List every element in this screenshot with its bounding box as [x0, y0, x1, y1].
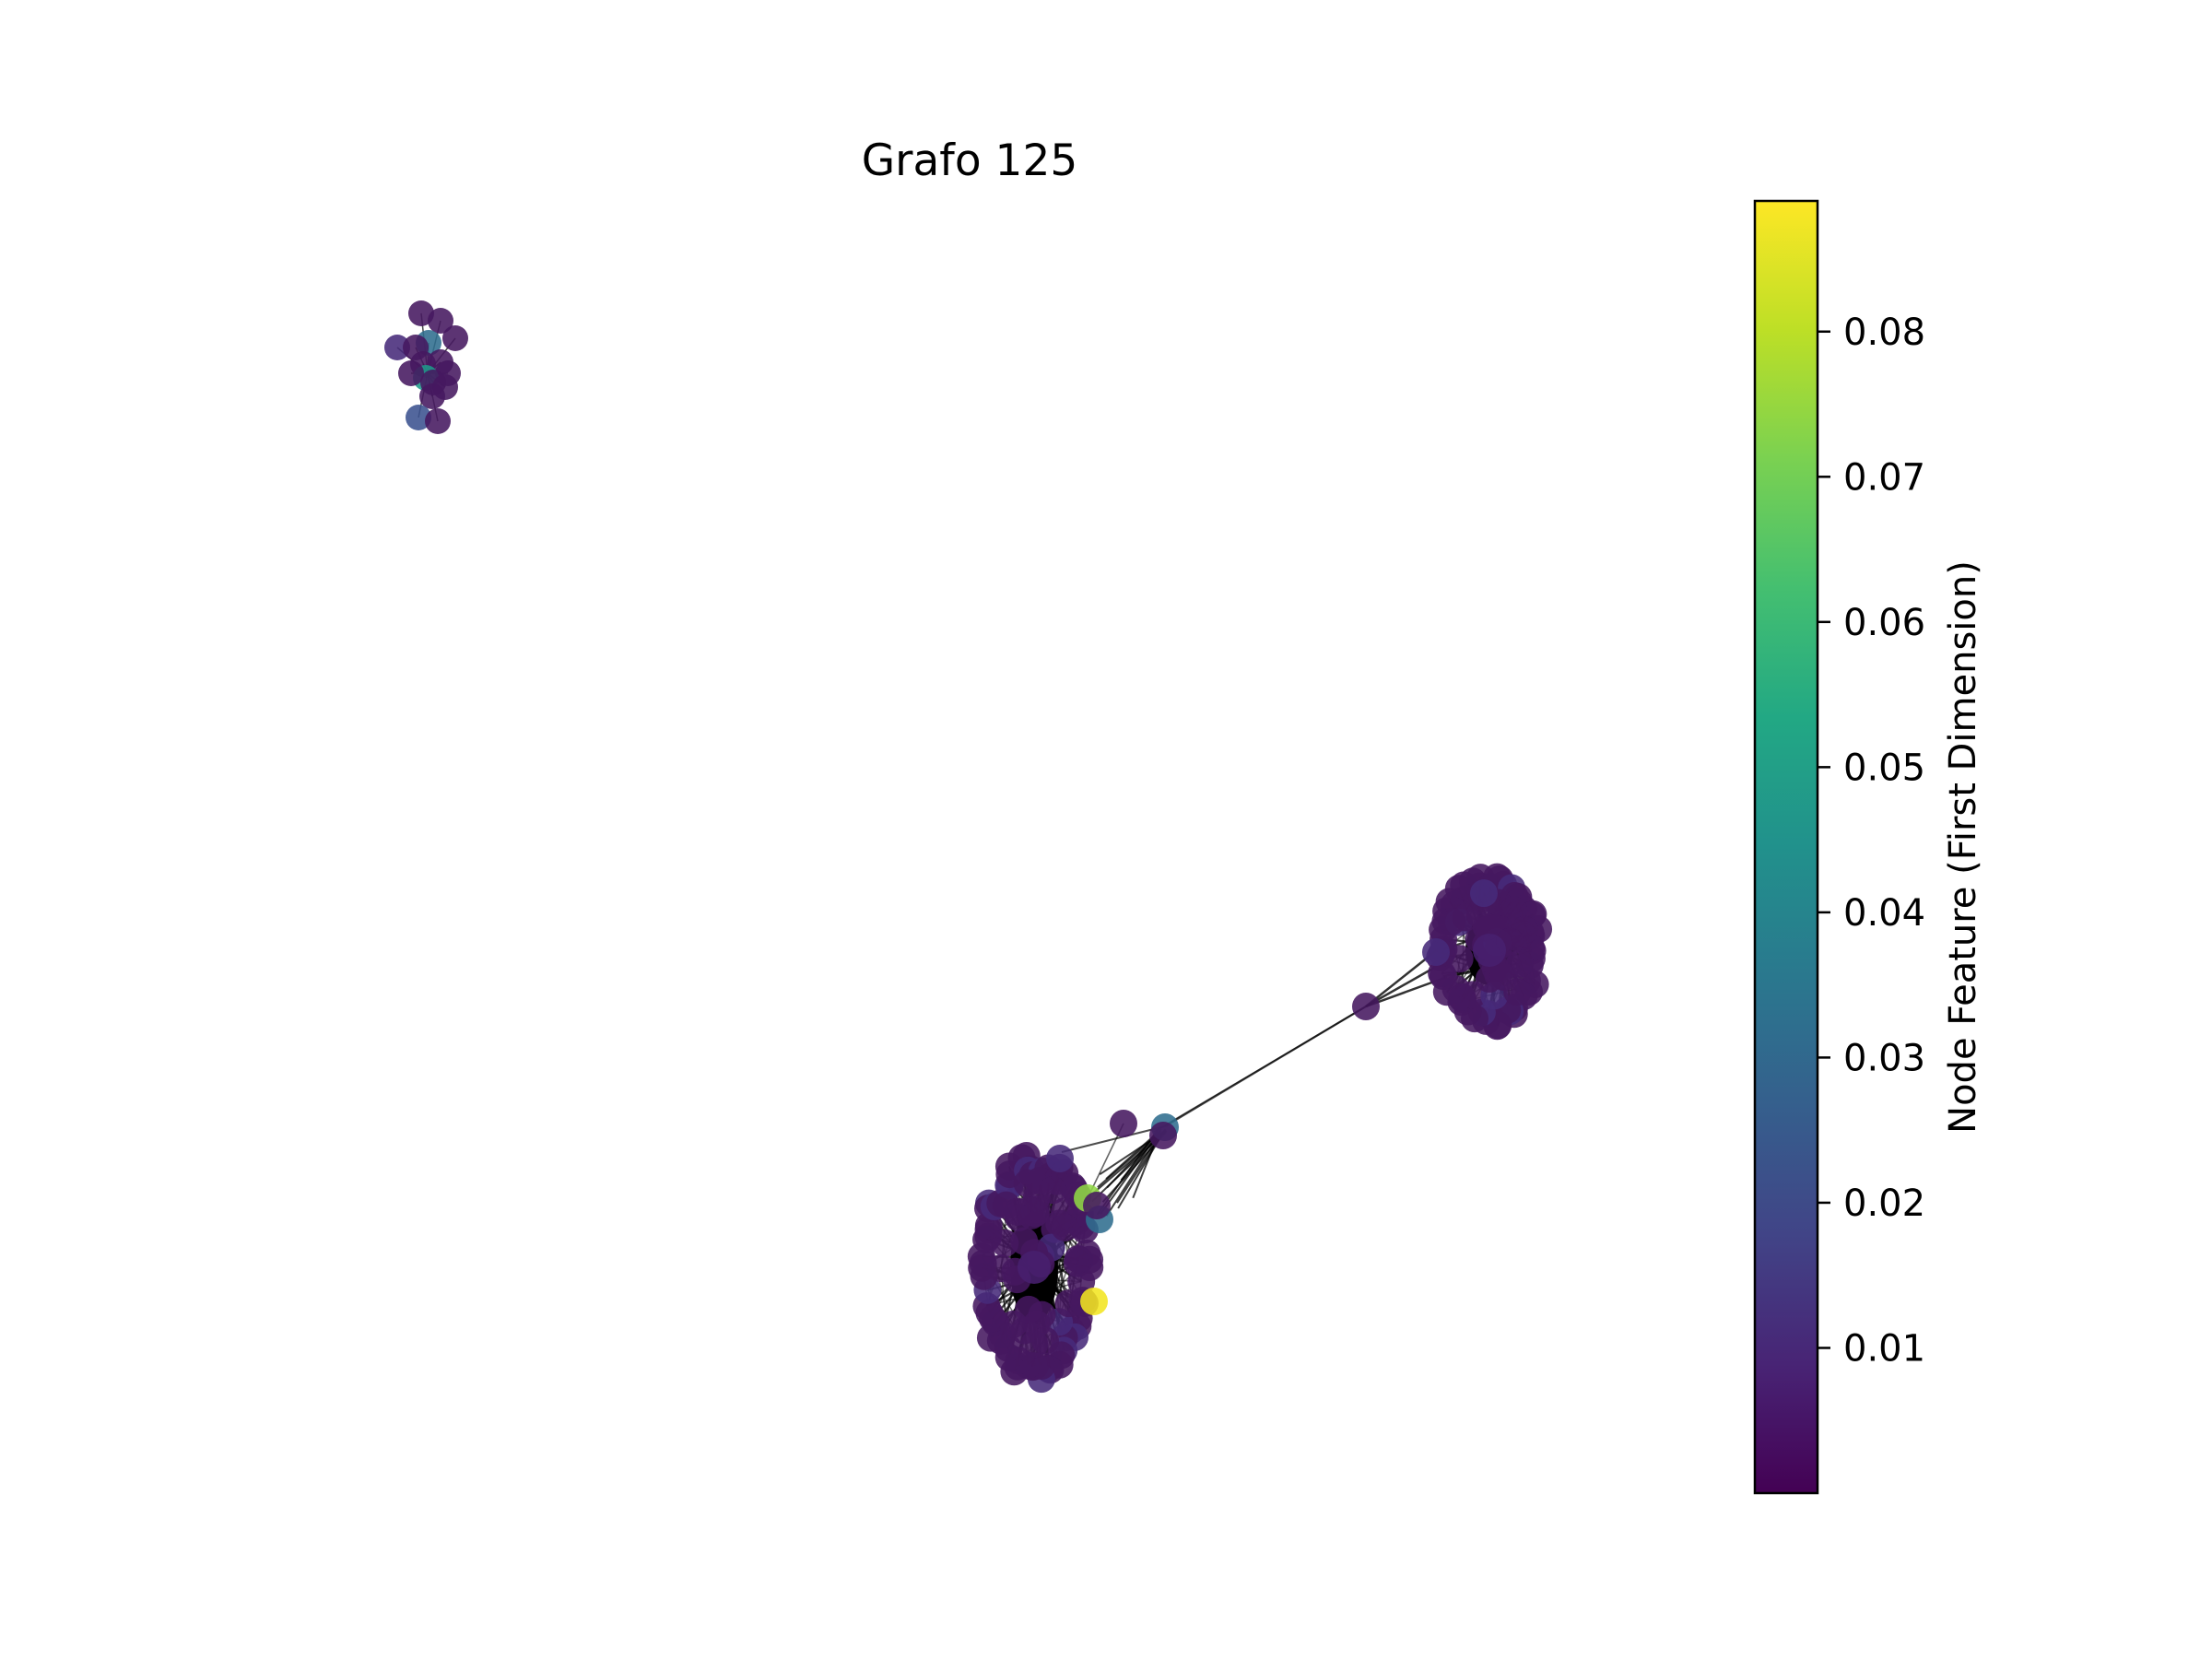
graph-node — [442, 325, 468, 351]
graph-edge — [1105, 1132, 1162, 1217]
colorbar-tick-label: 0.06 — [1843, 602, 1925, 644]
graph-node — [406, 405, 431, 430]
colorbar-tick-label: 0.04 — [1843, 892, 1925, 935]
graph-node — [1051, 1213, 1079, 1241]
colorbar-tick-label: 0.07 — [1843, 456, 1925, 499]
graph-node — [1469, 879, 1498, 908]
graph-node — [1422, 938, 1450, 966]
graph-node — [1010, 1316, 1039, 1345]
graph-node — [1018, 1251, 1051, 1284]
graph-node — [1445, 945, 1474, 973]
graph-node — [398, 360, 424, 386]
graph-node — [384, 335, 410, 360]
graph-node — [1489, 962, 1518, 991]
graph-node — [1438, 908, 1465, 935]
colorbar-tick-label: 0.08 — [1843, 312, 1925, 354]
graph-node — [1064, 1245, 1092, 1274]
graph-node — [1054, 1289, 1083, 1318]
graph-node — [1473, 934, 1506, 967]
colorbar-ticks: 0.01 0.02 0.03 0.04 0.05 0.06 0.07 0.08 — [1818, 312, 1925, 1370]
graph-edge — [1106, 1132, 1160, 1189]
graph-edges — [396, 312, 1539, 1380]
graph-node — [428, 308, 453, 334]
colorbar-tick-label: 0.05 — [1843, 747, 1925, 789]
graph-node — [1110, 1110, 1137, 1137]
graph-node — [1080, 1288, 1108, 1315]
colorbar-gradient — [1753, 199, 1819, 1495]
graph-node — [1030, 1326, 1059, 1355]
colorbar: 0.01 0.02 0.03 0.04 0.05 0.06 0.07 0.08 Node Fe… — [1753, 199, 1984, 1495]
graph-node — [1015, 1295, 1043, 1324]
colorbar-tick-label: 0.02 — [1843, 1182, 1925, 1225]
graph-edge — [1100, 1130, 1162, 1215]
graph-node — [1352, 993, 1380, 1020]
graph-node — [1046, 1145, 1074, 1172]
graph-edge — [1061, 1125, 1166, 1153]
colorbar-tick-label: 0.01 — [1843, 1327, 1925, 1370]
graph-node — [420, 370, 446, 395]
graph-node — [425, 408, 451, 434]
graph-edge — [1153, 1006, 1367, 1133]
colorbar-tick-label: 0.03 — [1843, 1037, 1925, 1079]
chart-title: Grafo 125 — [862, 135, 1078, 186]
graph-node — [1013, 1169, 1041, 1197]
colorbar-label: Node Feature (First Dimension) — [1942, 560, 1984, 1134]
graph-node — [1083, 1192, 1111, 1219]
graph-node — [991, 1229, 1019, 1257]
graph-nodes — [384, 300, 1553, 1394]
graph-node — [408, 300, 434, 326]
graph-node — [1149, 1122, 1177, 1149]
graph-node — [1005, 1204, 1033, 1232]
